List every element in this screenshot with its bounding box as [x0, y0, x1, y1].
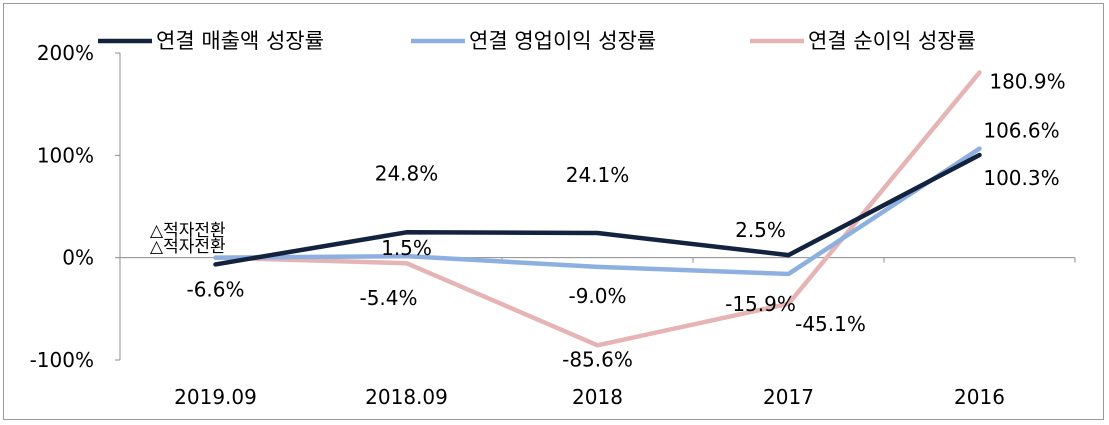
- data-label: -6.6%: [186, 277, 244, 301]
- data-label: 106.6%: [983, 119, 1059, 143]
- data-label: 24.1%: [566, 163, 630, 187]
- data-label: 2.5%: [735, 218, 786, 242]
- series-line-3: [213, 70, 982, 348]
- data-label: -45.1%: [795, 312, 866, 336]
- y-tick-label: 200%: [37, 41, 94, 65]
- data-label: -9.0%: [568, 284, 626, 308]
- x-tick-label: 2017: [763, 385, 814, 409]
- annotations: △적자전환△적자전환: [150, 221, 226, 257]
- x-tick-label: 2018: [572, 385, 623, 409]
- data-label: 1.5%: [381, 236, 432, 260]
- y-tick-label: 0%: [62, 246, 94, 270]
- data-labels: -6.6% 24.8% 24.1% 2.5% 100.3% 1.5% -9.0% -15.9%…: [186, 70, 1065, 372]
- legend-label-1: 연결 매출액 성장률: [156, 29, 324, 53]
- annotation-text: △적자전환: [150, 237, 226, 257]
- data-label: -85.6%: [562, 347, 633, 371]
- chart-frame: [3, 3, 1104, 420]
- series-line-2: [213, 146, 982, 277]
- axes: -100% 0% 100% 200% 2019.09 2018.09 2018 2017 201…: [30, 41, 1076, 409]
- annotation-text: △적자전환: [150, 221, 226, 241]
- legend-label-2: 연결 영업이익 성장률: [469, 29, 656, 53]
- data-label: 180.9%: [989, 70, 1065, 94]
- data-label: -5.4%: [359, 286, 417, 310]
- x-tick-label: 2019.09: [174, 385, 257, 409]
- data-label: 100.3%: [983, 166, 1059, 190]
- x-tick-label: 2018.09: [365, 385, 448, 409]
- series-lines: [213, 70, 982, 348]
- data-label: -15.9%: [725, 292, 796, 316]
- legend-label-3: 연결 순이익 성장률: [808, 29, 976, 53]
- y-tick-label: -100%: [30, 348, 94, 372]
- x-tick-label: 2016: [954, 385, 1005, 409]
- legend: 연결 매출액 성장률 연결 영업이익 성장률 연결 순이익 성장률: [98, 29, 976, 53]
- series-line-1: [213, 152, 982, 267]
- data-label: 24.8%: [375, 161, 439, 185]
- y-tick-label: 100%: [37, 143, 94, 167]
